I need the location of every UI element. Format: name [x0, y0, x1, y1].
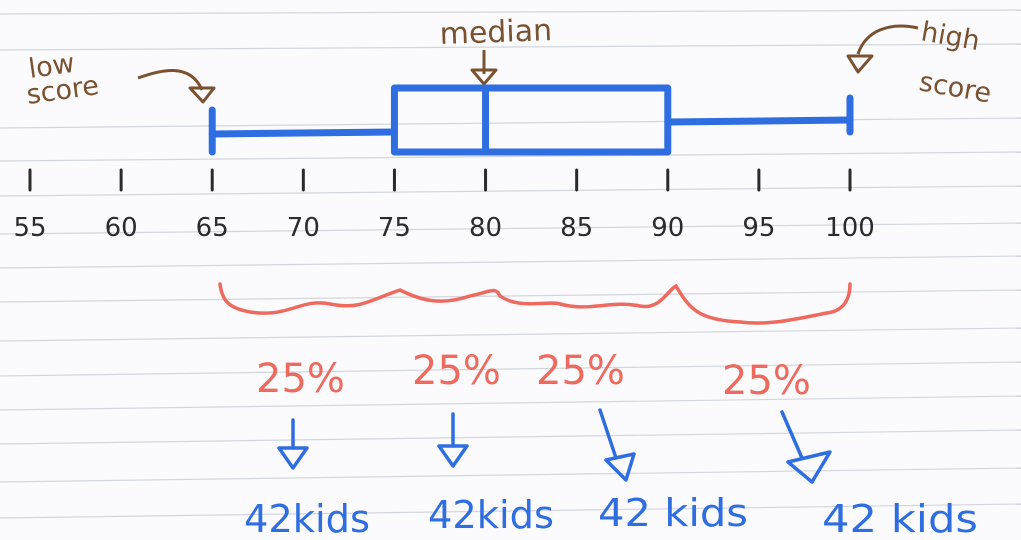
high-score-arrowhead-icon	[846, 54, 874, 74]
quartile-4-count: 42 kids	[822, 497, 978, 540]
high-score-label-line2: score	[917, 66, 994, 109]
high-score-annotation: high score	[917, 16, 994, 109]
quartile-2-count: 42kids	[428, 493, 554, 537]
arrowhead-1-icon	[277, 446, 309, 470]
low-score-arrow-icon	[137, 69, 204, 91]
low-score-annotation: low score	[25, 48, 101, 111]
axis-label-60: 60	[105, 213, 138, 243]
upper-whisker	[664, 116, 854, 126]
quartile-brace	[218, 282, 852, 325]
quartile-2-percent: 25%	[412, 348, 501, 394]
axis-label-80: 80	[469, 213, 502, 243]
high-score-arrow-icon	[856, 24, 919, 55]
axis-label-95: 95	[742, 213, 775, 243]
median-arrowhead-icon	[470, 68, 498, 86]
arrow-3-icon	[598, 408, 618, 460]
arrowhead-4-icon	[786, 450, 832, 484]
kids-counts: 42kids 42kids 42 kids 42 kids	[244, 491, 978, 540]
arrowhead-2-icon	[437, 444, 469, 468]
axis-label-75: 75	[378, 213, 411, 243]
low-score-arrowhead-icon	[188, 86, 216, 104]
arrowhead-3-icon	[604, 452, 636, 482]
axis-label-70: 70	[287, 213, 320, 243]
quartile-3-count: 42 kids	[598, 491, 748, 535]
quartile-1-count: 42kids	[244, 497, 370, 540]
box-plot	[208, 84, 854, 156]
paper-lines	[0, 9, 1021, 519]
axis-label-100: 100	[825, 213, 875, 243]
lower-whisker	[208, 128, 398, 138]
axis-label-90: 90	[651, 213, 684, 243]
axis-label-85: 85	[560, 213, 593, 243]
quartile-percentages: 25% 25% 25% 25%	[256, 348, 811, 404]
quartile-4-percent: 25%	[722, 358, 811, 404]
number-line: 55 60 65 70 75 80 85 90 95 100	[13, 168, 875, 243]
axis-label-65: 65	[196, 213, 229, 243]
median-label: median	[439, 13, 553, 52]
quartile-1-percent: 25%	[256, 356, 345, 402]
interquartile-box	[390, 84, 672, 156]
quartile-3-percent: 25%	[536, 348, 625, 394]
high-score-label-line1: high	[919, 16, 982, 57]
arrow-4-icon	[780, 410, 804, 460]
kids-arrows	[277, 408, 832, 484]
low-score-label-line1: low	[27, 48, 77, 85]
axis-label-55: 55	[13, 213, 46, 243]
